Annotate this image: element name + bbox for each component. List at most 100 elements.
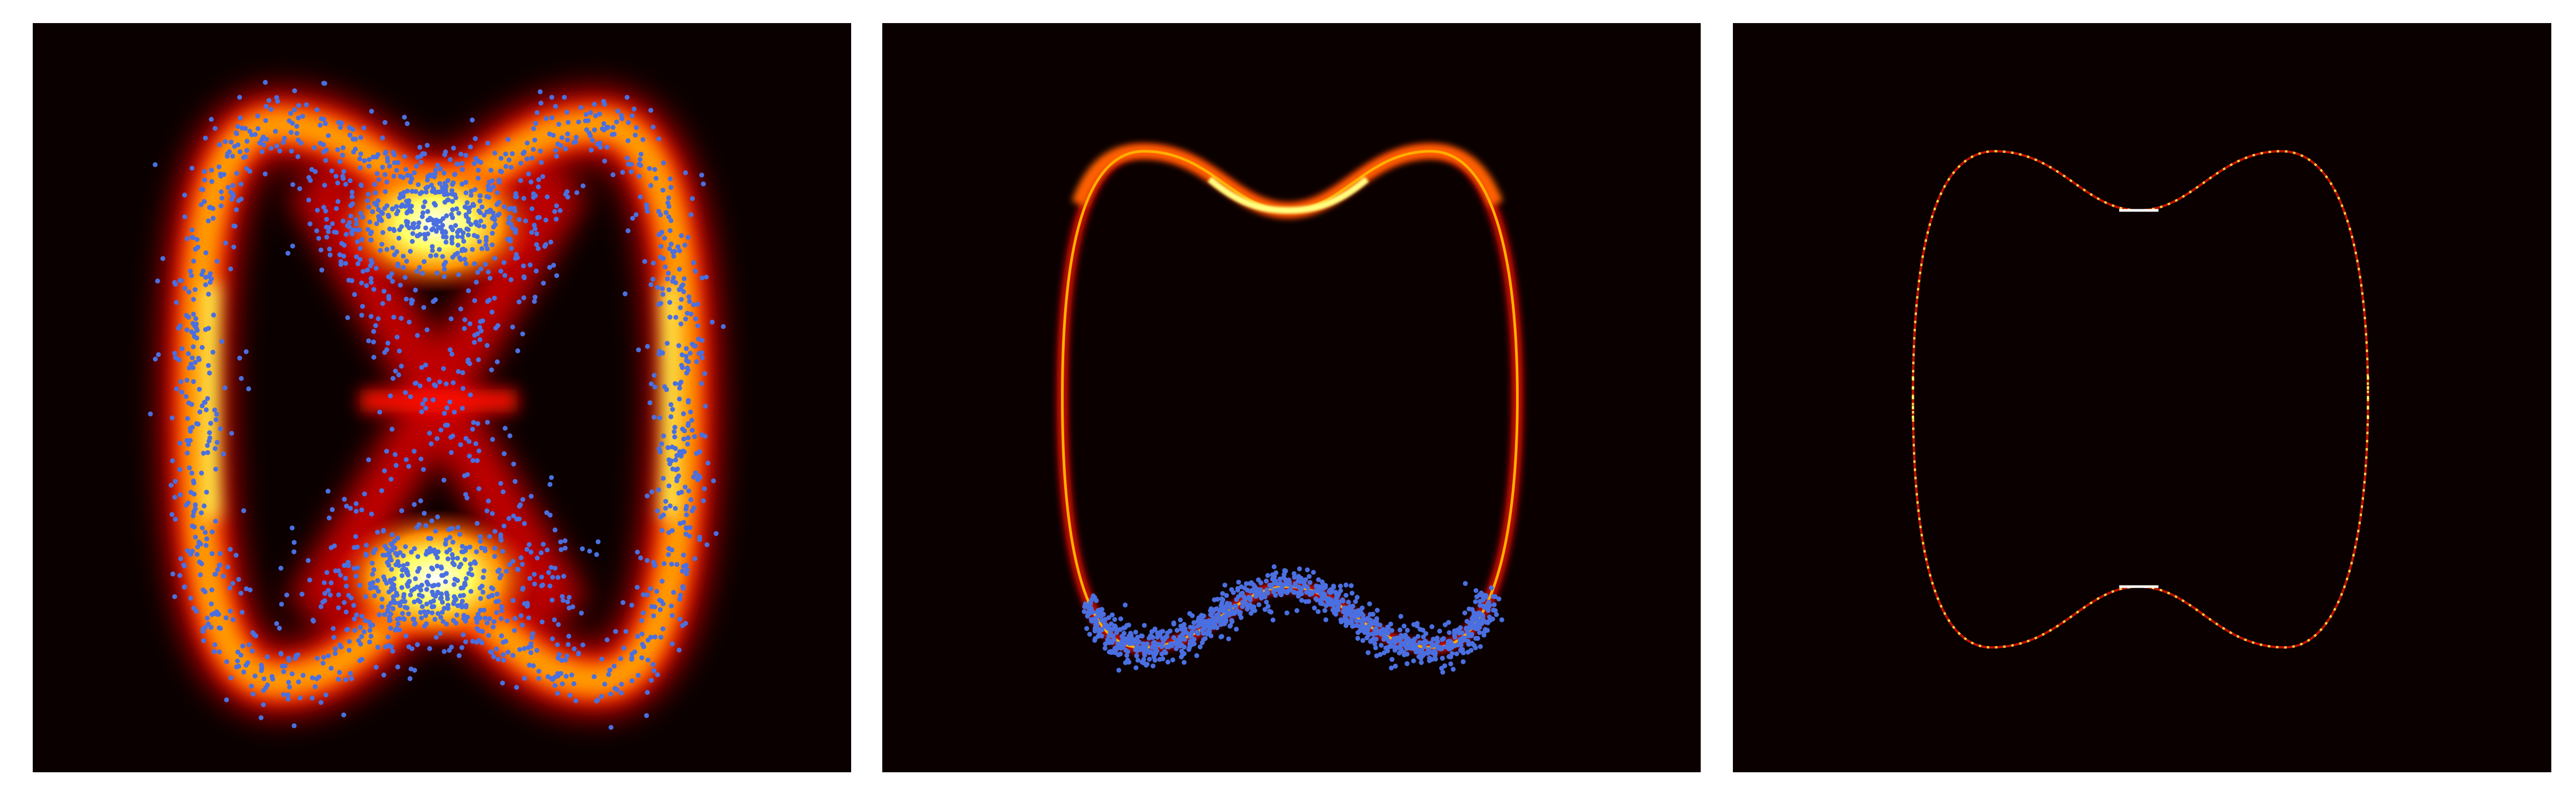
sample-point [614,119,619,125]
sample-point [359,280,364,286]
sample-point [491,224,496,230]
sample-point [202,530,208,535]
sample-point [402,153,407,159]
sample-point [296,115,301,121]
sample-point [558,547,564,552]
sample-point [440,610,445,615]
sample-point [410,221,416,227]
sample-point [318,604,324,610]
sample-point [399,508,405,514]
sample-point [425,174,430,179]
sample-point [336,120,341,125]
sample-point [438,218,443,224]
sample-point [566,642,571,647]
sample-point [1452,643,1458,648]
sample-point [442,649,447,654]
sample-point [431,201,437,206]
sample-point [480,318,486,324]
sample-point [288,129,294,135]
sample-point [475,269,480,275]
sample-point [1188,639,1194,644]
sample-point [215,440,220,445]
sample-point [489,309,495,315]
sample-point [672,425,678,430]
sample-point [1106,633,1111,639]
sample-point [331,626,336,631]
sample-point [429,565,434,570]
sample-point [687,525,693,530]
sample-point [1160,628,1166,634]
sample-point [1279,587,1285,592]
sample-point [666,457,672,463]
sample-point [684,370,690,376]
sample-point [474,521,480,526]
sample-point [1196,615,1202,620]
sample-point [550,597,555,603]
sample-point [411,225,416,231]
sample-point [422,236,428,241]
sample-point [376,177,382,182]
sample-point [281,140,286,145]
sample-point [492,545,497,551]
sample-point [409,188,415,194]
sample-point [268,145,274,151]
sample-point [668,414,674,420]
sample-point [531,191,536,196]
sample-point [263,118,268,123]
sample-point [323,692,328,698]
sample-point [510,324,515,330]
sample-point [390,532,395,537]
sample-point [173,479,178,484]
sample-point [1133,647,1138,653]
sample-point [210,529,215,535]
sample-point [238,653,244,658]
sample-point [457,564,462,569]
sample-point [289,671,295,677]
sample-point [514,685,519,690]
sample-point [536,246,541,251]
sample-point [525,645,531,650]
sample-point [170,458,175,464]
sample-point [1360,616,1366,621]
sample-point [1138,647,1143,652]
sample-point [188,268,193,274]
sample-point [390,206,395,212]
sample-point [177,573,182,578]
sample-point [281,669,287,675]
sample-point [426,536,431,541]
sample-point [212,642,217,648]
sample-point [495,568,501,574]
sample-point [228,189,233,195]
sample-point [1224,593,1229,598]
sample-point [455,234,460,239]
sample-point [528,550,533,555]
sample-point [1145,648,1150,653]
sample-point [487,534,492,539]
sample-point [236,576,241,582]
sample-point [387,393,393,399]
sample-point [688,497,693,502]
sample-point [406,225,412,231]
sample-point [334,230,339,235]
sample-point [148,411,153,416]
sample-point [1195,624,1201,629]
sample-point [421,204,426,209]
sample-point [601,99,606,104]
sample-point [472,261,477,267]
sample-point [507,433,513,438]
sample-point [1229,587,1234,592]
sample-point [474,234,480,239]
sample-point [604,125,610,130]
sample-point [427,646,433,652]
sample-point [295,652,301,657]
sample-point [1147,656,1152,662]
sample-point [426,582,431,587]
sample-point [639,655,645,661]
sample-point [699,350,705,355]
sample-point [396,236,401,241]
sample-point [618,656,624,661]
sample-point [414,269,420,274]
sample-point [1462,581,1468,586]
sample-point [443,230,449,235]
sample-point [357,246,363,251]
